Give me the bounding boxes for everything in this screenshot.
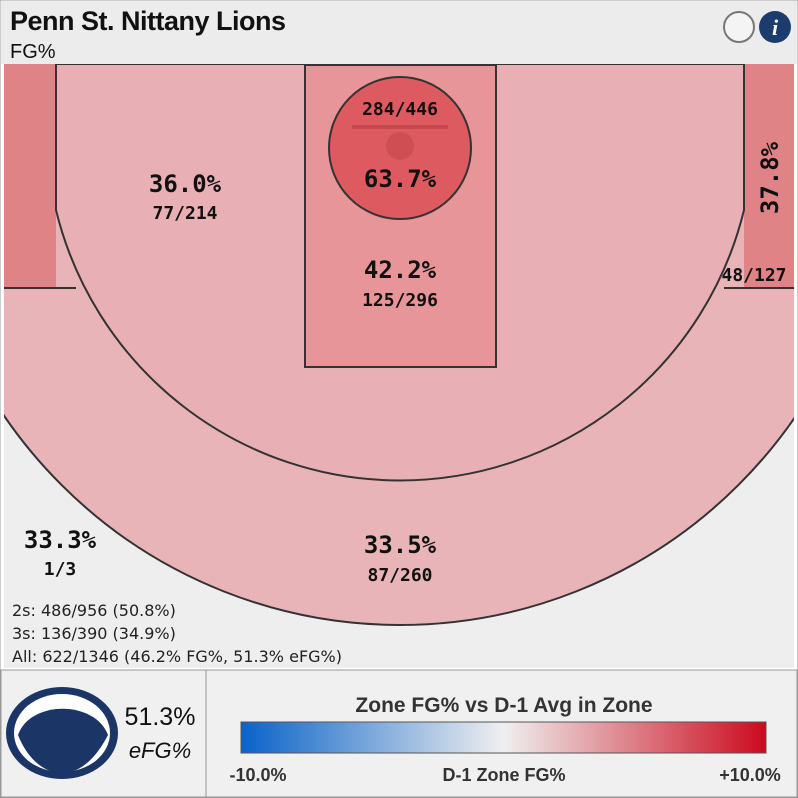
zone-ratio: 77/214 <box>152 203 217 224</box>
header <box>1 1 797 64</box>
legend-min: -10.0% <box>229 765 286 785</box>
efg-value: 51.3% <box>125 703 196 731</box>
legend-title: Zone FG% vs D-1 Avg in Zone <box>355 694 652 717</box>
team-logo <box>6 687 118 779</box>
summary-line: 2s: 486/956 (50.8%) <box>12 601 176 620</box>
zone-pct: 63.7% <box>364 165 437 193</box>
zone-ratio: 48/127 <box>721 265 786 286</box>
zone-pct: 33.5% <box>364 531 437 559</box>
toggle-button[interactable] <box>723 11 755 43</box>
zone-ratio: 1/3 <box>44 559 77 580</box>
summary-line: All: 622/1346 (46.2% FG%, 51.3% eFG%) <box>12 647 342 666</box>
legend-mid: D-1 Zone FG% <box>442 765 565 785</box>
zone-ratio: 87/260 <box>367 565 432 586</box>
info-icon: i <box>772 15 779 40</box>
court <box>4 64 794 668</box>
zone-pct: 37.8% <box>756 141 784 214</box>
zone-pct: 42.2% <box>364 256 437 284</box>
left-corner-zone <box>4 64 56 288</box>
efg-label: eFG% <box>129 738 191 763</box>
summary-line: 3s: 136/390 (34.9%) <box>12 624 176 643</box>
legend-max: +10.0% <box>719 765 781 785</box>
color-scale <box>240 721 767 754</box>
title: Penn St. Nittany Lions <box>10 6 286 36</box>
zone-pct: 36.0% <box>149 170 222 198</box>
zone-ratio: 125/296 <box>362 290 438 311</box>
zone-pct: 33.3% <box>24 526 97 554</box>
zone-ratio: 284/446 <box>362 99 438 120</box>
info-button[interactable] <box>759 11 791 43</box>
subtitle: FG% <box>10 41 56 63</box>
rim <box>386 132 414 160</box>
right-corner-zone <box>744 64 794 288</box>
